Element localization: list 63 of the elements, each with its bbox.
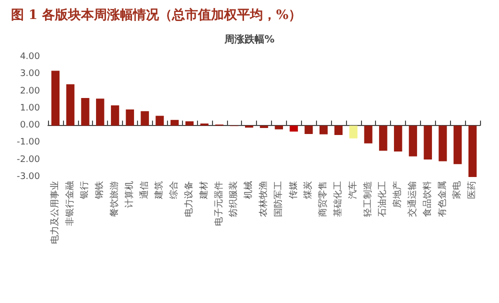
x-tick-label: 建材 <box>198 181 210 200</box>
y-tick-label: -1.00 <box>16 138 40 148</box>
x-tick-label: 电力设备 <box>184 181 195 217</box>
bar <box>334 126 343 135</box>
x-tick-label: 计算机 <box>124 181 135 208</box>
chart-subtitle: 周涨跌幅% <box>223 34 275 46</box>
bar <box>438 126 447 162</box>
bar <box>170 120 179 126</box>
bar <box>81 98 90 126</box>
x-tick-label: 煤炭 <box>302 181 314 199</box>
bar <box>110 105 120 126</box>
bar <box>394 126 402 152</box>
x-tick-label: 食品饮料 <box>422 181 433 217</box>
bar <box>379 126 388 151</box>
x-tick-label: 通信 <box>138 181 150 199</box>
x-tick-label: 房地产 <box>392 181 404 208</box>
bar <box>126 109 134 126</box>
x-tick-label: 汽车 <box>347 181 358 199</box>
x-tick-label: 建筑 <box>154 181 165 200</box>
bar <box>454 126 462 164</box>
bar <box>66 84 74 126</box>
x-tick-label: 轻工制造 <box>362 181 374 217</box>
y-tick-label: -3.00 <box>16 172 40 182</box>
x-tick-label: 纺织服装 <box>228 181 240 217</box>
bar <box>304 126 313 134</box>
x-tick-label: 国防军工 <box>272 181 284 217</box>
bar <box>319 126 328 134</box>
y-tick-label: 4.00 <box>20 52 40 62</box>
bar <box>274 126 283 130</box>
bar <box>290 126 298 132</box>
bar <box>185 121 194 126</box>
x-tick-label: 综合 <box>168 181 180 199</box>
x-tick-label: 非银行金融 <box>64 181 76 226</box>
x-tick-label: 医药 <box>466 181 478 199</box>
y-tick-label: 3.00 <box>20 69 40 80</box>
x-tick-label: 传媒 <box>288 181 299 199</box>
x-tick-label: 有色金属 <box>436 181 448 217</box>
y-tick-label: 2.00 <box>20 86 40 96</box>
bar <box>468 126 477 177</box>
x-tick-label: 交通运输 <box>406 181 418 217</box>
bar <box>424 126 432 160</box>
bar <box>349 126 358 138</box>
bar <box>140 111 149 126</box>
x-tick-label: 电子元器件 <box>213 181 224 226</box>
x-tick-label: 基础化工 <box>332 181 344 217</box>
x-tick-label: 银行 <box>79 181 90 200</box>
x-tick-label: 机械 <box>243 181 254 199</box>
x-tick-label: 餐饮旅游 <box>109 181 120 217</box>
x-tick-label: 钢铁 <box>94 181 106 200</box>
y-tick-label: -2.00 <box>16 154 40 165</box>
x-tick-label: 石油化工 <box>377 181 388 217</box>
bar <box>96 98 104 126</box>
y-tick-label: 0.00 <box>20 120 40 131</box>
y-tick-label: 1.00 <box>20 103 40 114</box>
bar <box>51 70 60 126</box>
chart-title: 图 1 各版块本周涨幅情况（总市值加权平均，%） <box>11 7 302 23</box>
x-tick-label: 商贸零售 <box>318 181 329 217</box>
bar <box>156 116 164 126</box>
bar <box>364 126 372 144</box>
x-tick-label: 家电 <box>452 181 463 199</box>
x-tick-label: 农林牧渔 <box>258 181 269 217</box>
bar <box>408 126 418 156</box>
x-tick-label: 电力及公用事业 <box>49 181 60 244</box>
